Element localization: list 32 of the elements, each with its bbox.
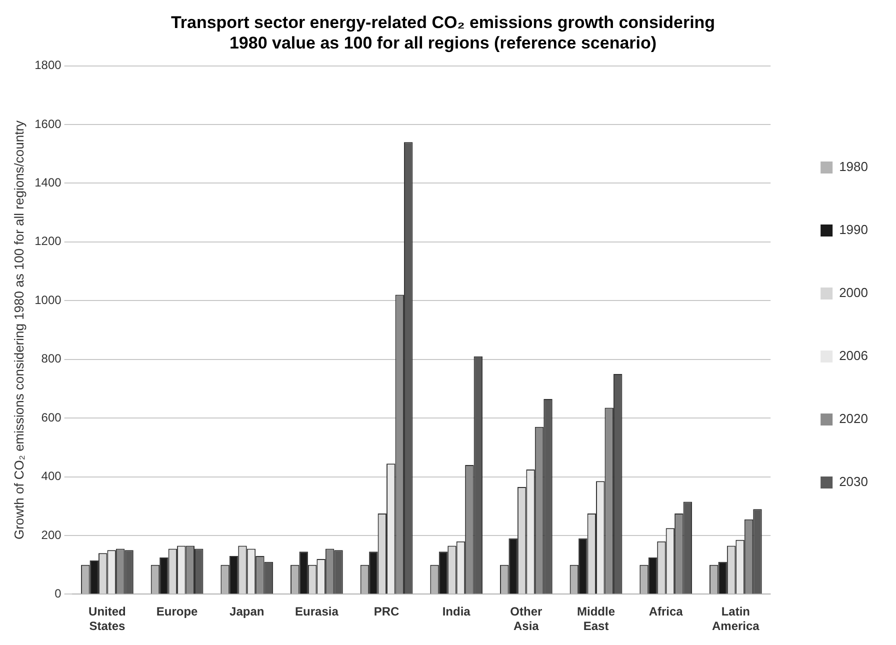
category-label: United (88, 604, 126, 619)
x-tick-label: PRC (374, 604, 400, 619)
y-tick-label: 1800 (34, 58, 62, 72)
x-tick-label: Eurasia (295, 604, 339, 619)
category-label: East (583, 619, 609, 634)
y-tick-label: 200 (41, 528, 62, 542)
x-tick-label: India (442, 604, 471, 619)
legend-label: 2030 (839, 474, 868, 490)
x-tick-label: Europe (156, 604, 198, 619)
category-label: Asia (514, 619, 539, 634)
x-tick-label: Japan (230, 604, 264, 619)
x-tick-label: Africa (648, 604, 684, 619)
y-tick-label: 1200 (34, 234, 62, 248)
legend-label: 2000 (839, 285, 868, 300)
category-label: America (712, 619, 760, 634)
legend-label: 1980 (839, 159, 868, 174)
category-label: Other (510, 604, 542, 619)
y-tick-label: 400 (41, 469, 62, 484)
legend-label: 2006 (839, 348, 868, 364)
y-tick-label: 1600 (34, 116, 62, 131)
chart-title: Transport sector energy-related CO₂ emissions growth considering 1980 value as 100 for all regions (reference scenario) (170, 12, 716, 52)
category-label: States (89, 619, 126, 634)
legend-label: 2020 (839, 411, 868, 426)
y-axis-title: Growth of CO₂ emissions considering 1980 as 100 for all regions/country (11, 120, 26, 540)
y-tick-label: 800 (41, 352, 62, 366)
category-label: Latin (721, 604, 750, 619)
y-tick-label: 0 (54, 586, 62, 601)
legend-label: 1990 (839, 222, 868, 238)
y-tick-label: 600 (41, 410, 62, 424)
y-tick-label: 1400 (34, 176, 62, 190)
category-label: Middle (577, 604, 616, 619)
y-tick-label: 1000 (34, 292, 62, 307)
